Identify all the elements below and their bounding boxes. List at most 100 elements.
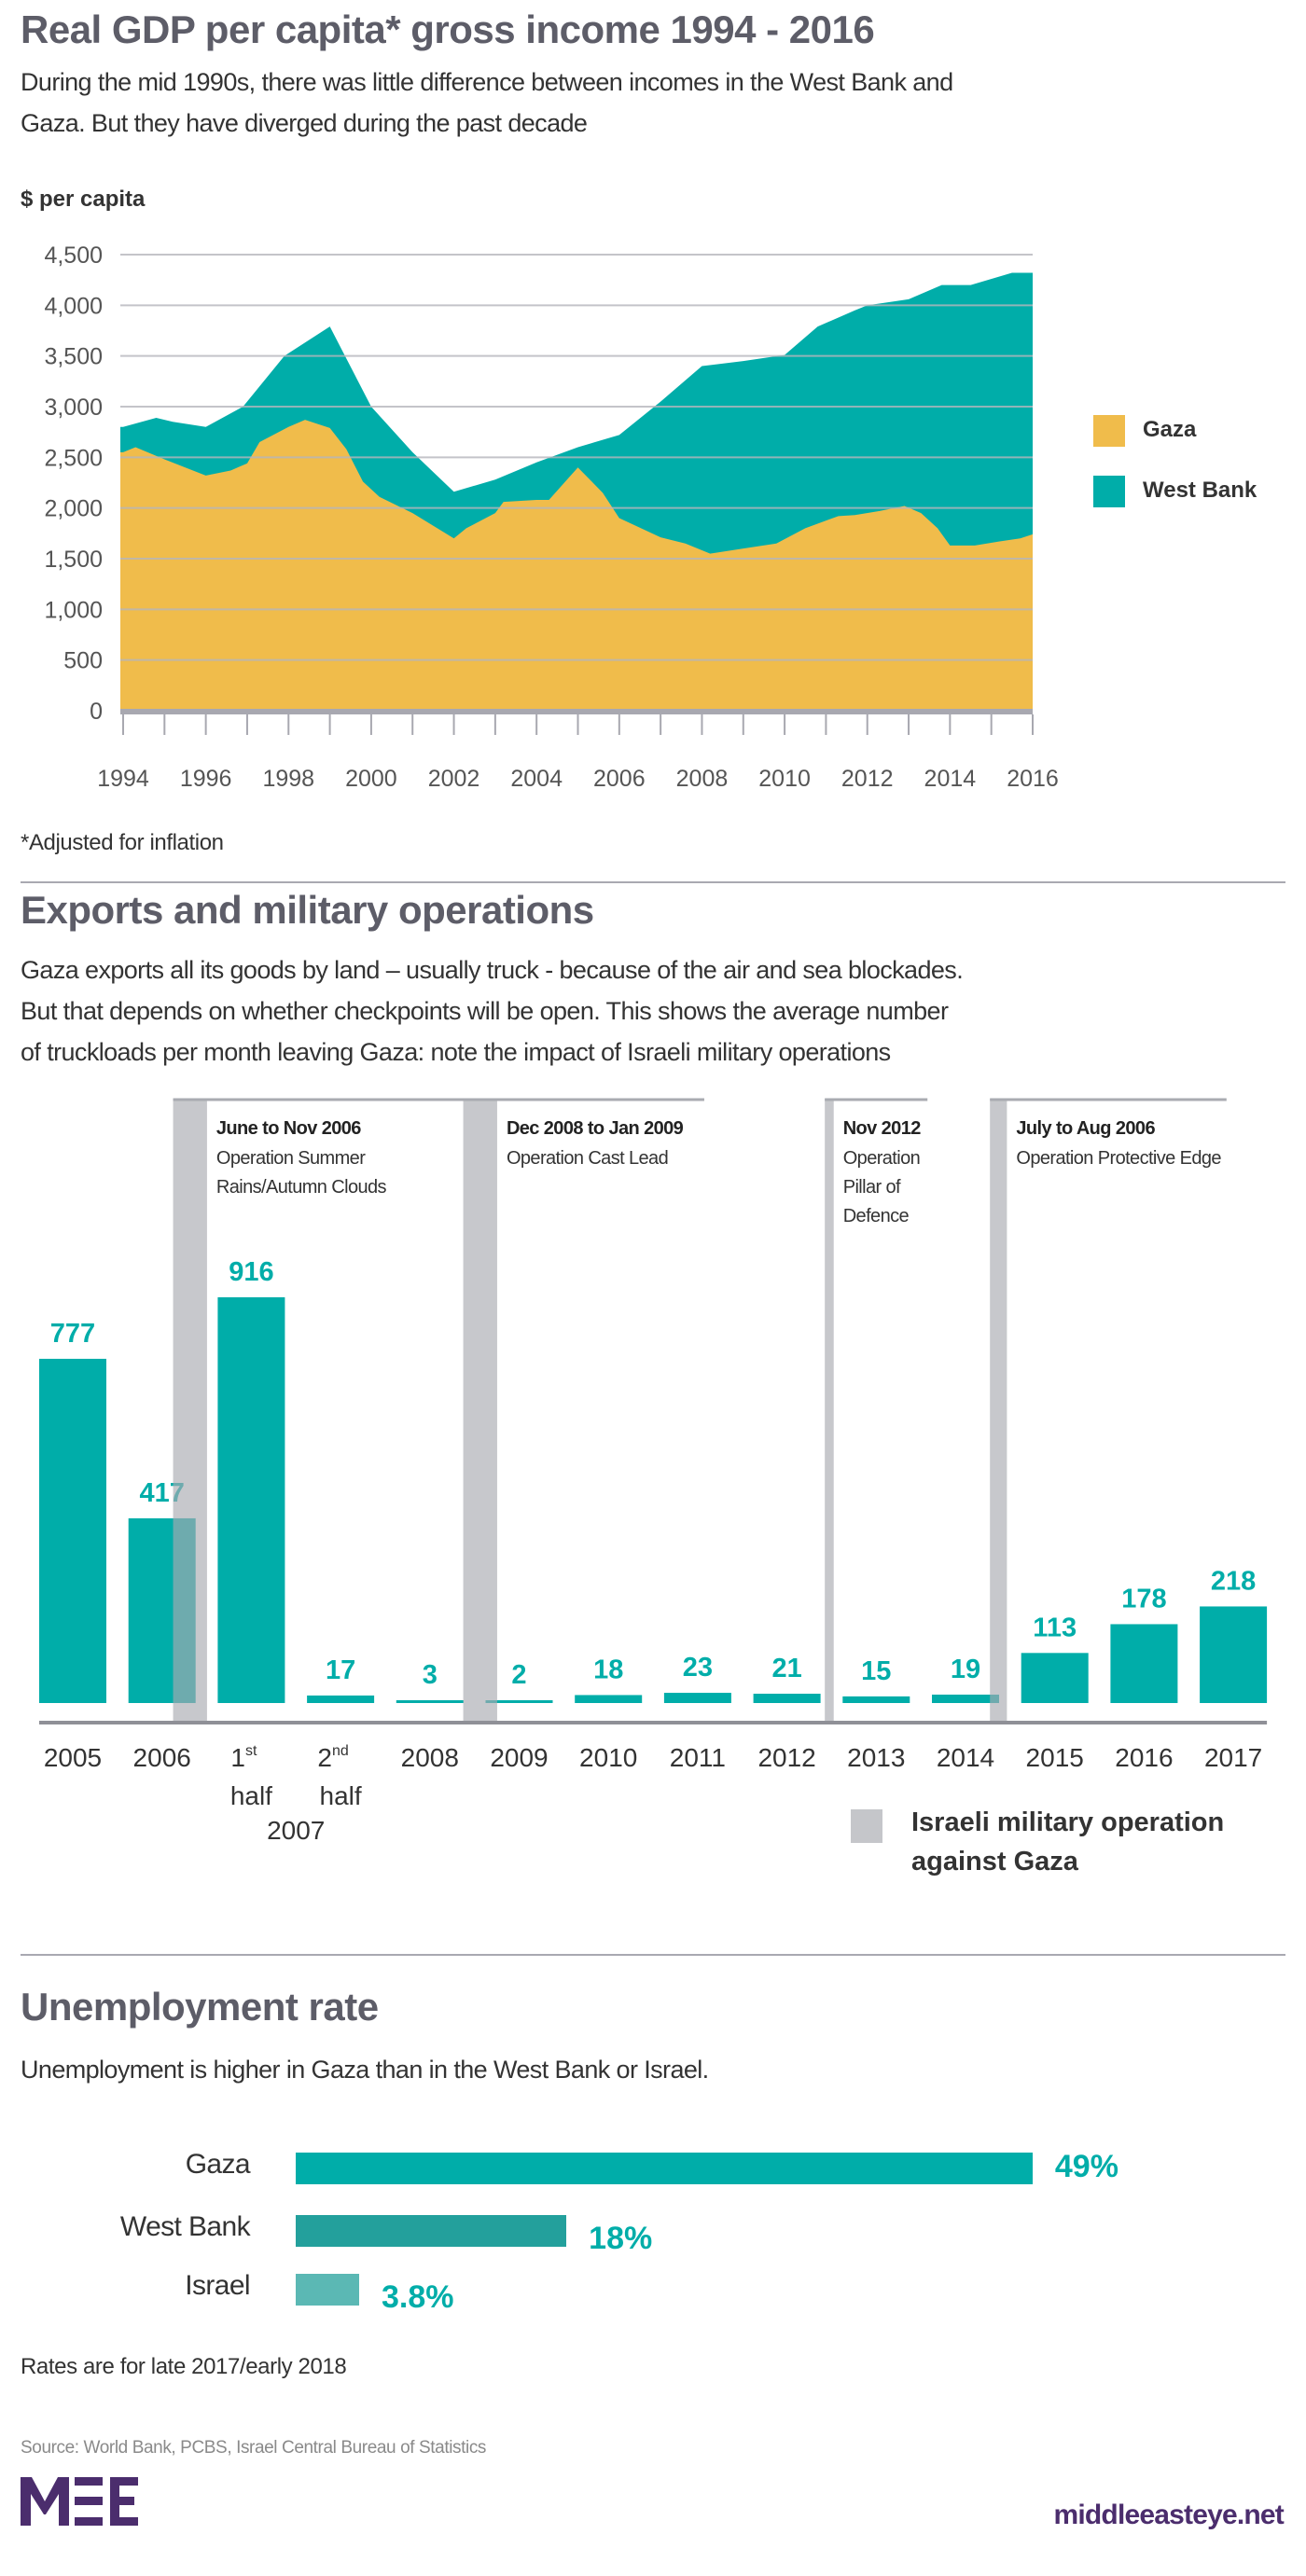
annotation-line: Operation Cast Lead [507,1148,668,1169]
x-tick-label: 1998 [262,766,314,792]
inflation-footnote: *Adjusted for inflation [21,830,224,855]
annotation-title: Dec 2008 to Jan 2009 [507,1118,684,1139]
subtitle-line: But that depends on whether checkpoints … [21,997,949,1025]
category-label: 2012 [757,1743,815,1772]
category-label: 2008 [401,1743,459,1772]
x-tick-label: 2012 [841,766,894,792]
bar-value-label: 113 [1033,1613,1077,1642]
x-tick-label: 2010 [758,766,811,792]
category-label: 2015 [1026,1743,1084,1772]
unemployment-value-label: 3.8% [382,2279,454,2315]
bar [932,1694,999,1703]
bar [485,1700,553,1703]
y-tick-label: 500 [63,648,103,674]
gdp-chart-title: Real GDP per capita* gross income 1994 -… [21,7,875,51]
mee-logo [21,2477,138,2526]
exports-chart-title: Exports and military operations [21,888,594,932]
category-label: 1st [230,1743,257,1772]
y-tick-label: 2,000 [44,496,103,522]
legend-line: against Gaza [911,1847,1078,1877]
gdp-chart-subtitle: During the mid 1990s, there was little d… [21,62,953,144]
source-note: Source: World Bank, PCBS, Israel Central… [21,2438,487,2458]
bar-value-label: 218 [1211,1566,1256,1596]
area-gaza [120,420,1033,711]
subtitle-line: Gaza. But they have diverged during the … [21,109,588,137]
category-label: half [320,1781,362,1810]
bar-value-label: 2 [511,1660,526,1690]
military-operation-band [173,1099,207,1723]
category-label: 2010 [579,1743,637,1772]
bar [396,1700,464,1703]
gdp-area-chart: 0 500 1,000 1,500 2,000 2,500 3,000 3,500 4,000 4… [44,242,1059,792]
category-label: 2009 [490,1743,548,1772]
bar-value-label: 916 [229,1257,273,1287]
bar-value-label: 19 [951,1655,980,1684]
y-axis-label: $ per capita [21,187,146,212]
legend-line: Israeli military operation [911,1807,1225,1837]
section-divider [21,1954,1285,1956]
bar [217,1296,285,1703]
unemployment-category-label: Gaza [185,2149,251,2180]
y-tick-label: 3,000 [44,395,103,421]
subtitle-line: Gaza exports all its goods by land – usu… [21,956,964,984]
annotation-line: Rains/Autumn Clouds [216,1177,387,1198]
annotation-title: Nov 2012 [843,1118,922,1139]
bar-value-label: 3 [423,1660,438,1690]
y-tick-label: 2,500 [44,445,103,471]
site-link[interactable]: middleeasteye.net [1053,2500,1284,2530]
category-label: 2011 [670,1743,726,1772]
category-label: 2014 [937,1743,994,1772]
annotation-title: June to Nov 2006 [216,1118,361,1139]
bar-value-label: 777 [50,1319,95,1349]
unemployment-bar [296,2274,359,2306]
annotation-line: Pillar of [843,1177,901,1198]
bar-value-label: 17 [326,1655,355,1685]
legend-swatch-military-operation [851,1809,882,1843]
subtitle-line: During the mid 1990s, there was little d… [21,68,953,96]
x-tick-label: 2006 [593,766,646,792]
bar [1200,1606,1268,1703]
legend-label-west-bank: West Bank [1143,478,1257,503]
exports-chart-subtitle: Gaza exports all its goods by land – usu… [21,949,964,1073]
subtitle-line: of truckloads per month leaving Gaza: no… [21,1038,891,1066]
unemployment-chart-title: Unemployment rate [21,1985,379,2029]
bar-value-label: 178 [1121,1584,1166,1613]
rates-note: Rates are for late 2017/early 2018 [21,2354,347,2379]
military-operation-band [463,1099,497,1723]
annotation-line: Operation Protective Edge [1016,1148,1221,1169]
legend-label-military-operation: Israeli military operation against Gaza [911,1803,1224,1881]
x-axis-line [120,709,1033,714]
unemployment-category-label: West Bank [119,2211,251,2242]
category-label: half [230,1781,272,1810]
category-label: 2013 [847,1743,905,1772]
exports-bar-chart: 777200541720069161sthalf172ndhalf3200822… [39,1098,1268,1845]
x-tick-label: 2016 [1007,766,1059,792]
y-tick-label: 4,500 [44,242,103,269]
y-tick-label: 1,000 [44,597,103,623]
legend-swatch-west-bank [1093,476,1125,507]
bar [307,1695,375,1703]
section-divider [21,881,1285,883]
unemployment-bar [296,2215,567,2247]
category-group-label: 2007 [267,1816,325,1845]
bar-value-label: 23 [683,1653,713,1683]
y-tick-label: 3,500 [44,344,103,370]
y-tick-label: 1,500 [44,547,103,573]
category-label: 2016 [1115,1743,1173,1772]
category-label: 2nd [317,1743,348,1772]
y-tick-label: 0 [90,699,103,725]
category-label: 2006 [133,1743,191,1772]
x-tick-label: 1994 [97,766,149,792]
bar [753,1694,821,1703]
bar-value-label: 18 [593,1655,623,1684]
bar-value-label: 15 [861,1656,891,1686]
bar [663,1693,731,1703]
bar [39,1358,106,1703]
annotation-line: Defence [843,1206,910,1226]
x-tick-label: 2000 [345,766,397,792]
unemployment-bar [296,2153,1033,2184]
legend-label-gaza: Gaza [1143,417,1197,442]
x-tick-label: 2014 [924,766,977,792]
x-axis-line [39,1721,1268,1724]
military-operation-band [990,1099,1007,1723]
